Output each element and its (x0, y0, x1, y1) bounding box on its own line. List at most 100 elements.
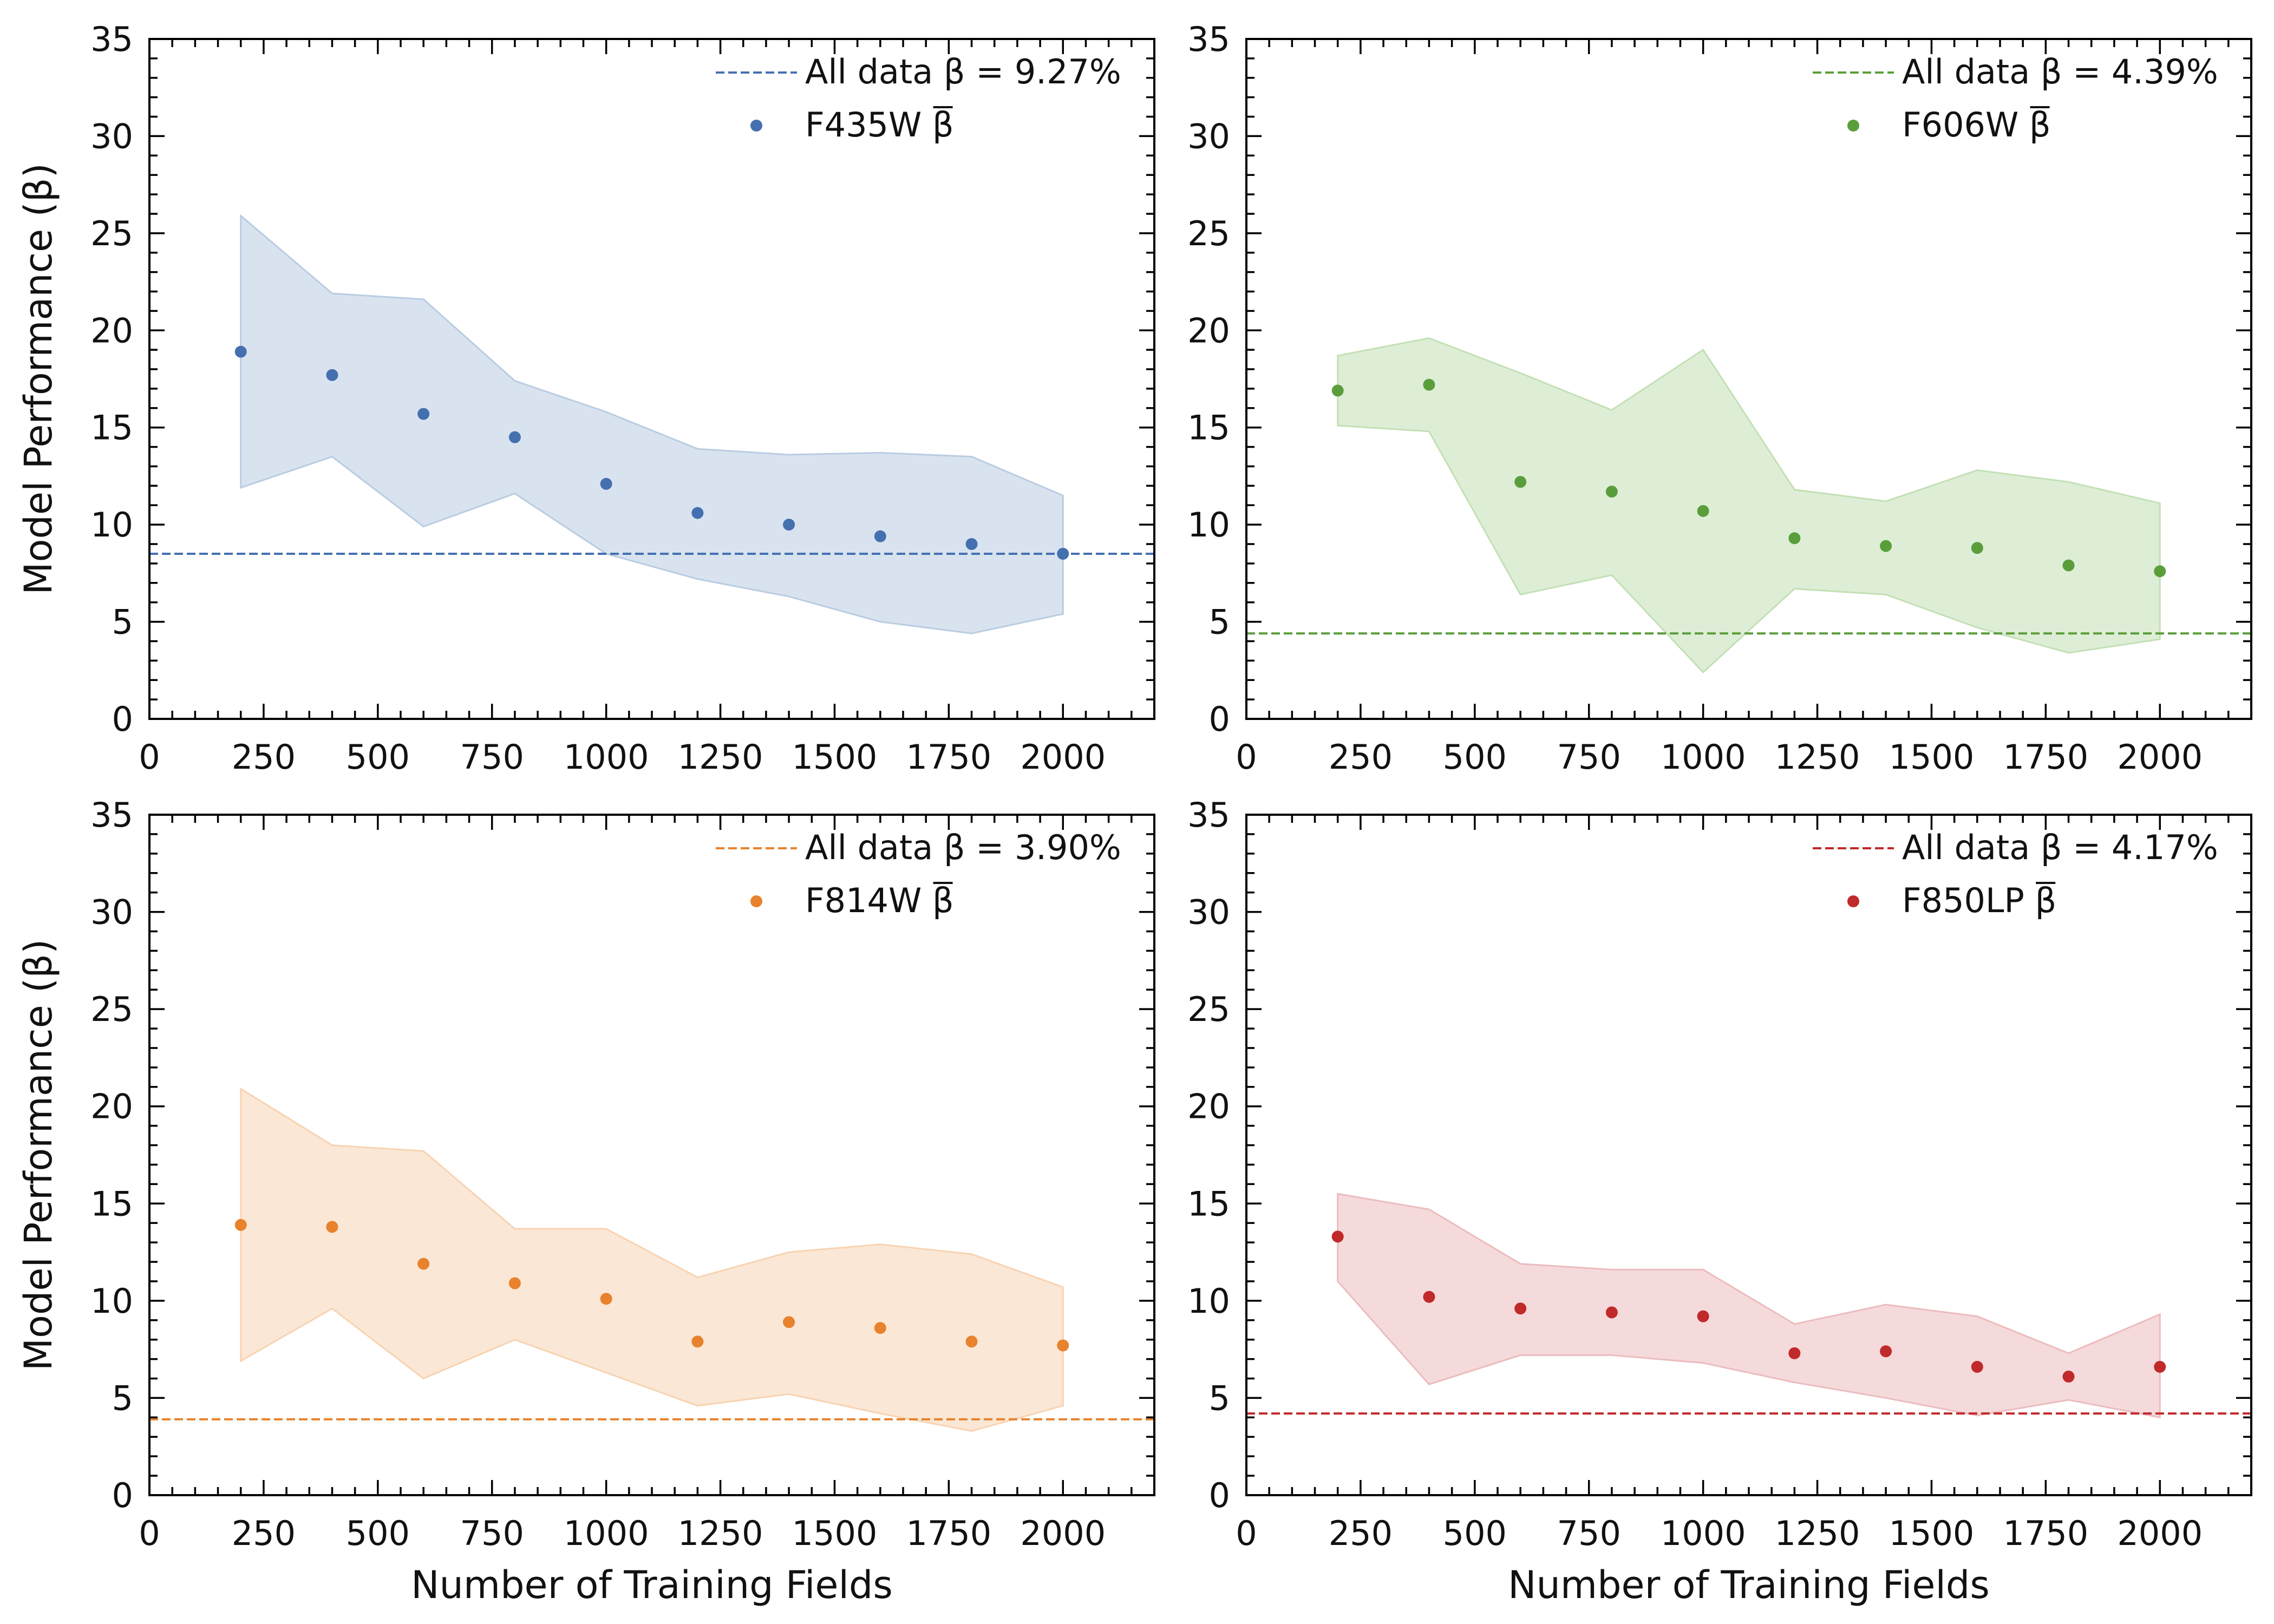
y-tick-label: 5 (112, 1378, 133, 1418)
y-tick-label: 20 (1187, 1087, 1230, 1127)
y-tick-label: 5 (1209, 1378, 1230, 1418)
beta-bar-symbol: β (932, 881, 954, 920)
x-tick-label: 0 (1236, 737, 1257, 777)
legend-marker-swatch (1847, 895, 1859, 907)
data-point (783, 519, 795, 531)
data-point (1880, 540, 1892, 552)
y-tick-label: 30 (90, 893, 133, 932)
y-tick-label: 25 (1187, 990, 1230, 1029)
data-point (874, 530, 886, 542)
data-point (691, 507, 704, 519)
data-point (1788, 1347, 1801, 1359)
data-point (874, 1322, 886, 1334)
y-tick-label: 0 (1209, 1476, 1230, 1515)
legend: All data β = 4.39% F606W β (1813, 52, 2218, 145)
data-point (783, 1316, 795, 1328)
beta-bar-symbol: β (2035, 881, 2057, 920)
y-tick-label: 25 (1187, 214, 1230, 253)
data-point (965, 1335, 978, 1348)
data-point (1971, 542, 1983, 554)
x-tick-label: 1500 (792, 737, 878, 777)
data-point (1605, 1306, 1618, 1319)
data-point (600, 477, 612, 490)
y-tick-label: 20 (1187, 311, 1230, 350)
range-band (1337, 337, 2161, 673)
data-point (965, 538, 978, 551)
y-tick-label: 10 (1187, 505, 1230, 545)
range-band (240, 214, 1064, 634)
x-tick-label: 0 (139, 737, 160, 777)
x-tick-label: 1750 (2003, 1514, 2088, 1553)
data-point (2154, 1360, 2166, 1373)
y-tick-label: 15 (1187, 408, 1230, 448)
y-tick-label: 0 (1209, 699, 1230, 739)
panel-f814w: 0 250 500 750 1000 1250 1500 1750 2000 0 5 10 15 20 25… (16, 795, 1155, 1607)
x-tick-label: 500 (1443, 1514, 1507, 1553)
x-tick-label: 1500 (1889, 737, 1975, 777)
data-point (1971, 1360, 1983, 1373)
x-tick-label: 1000 (1661, 737, 1746, 777)
data-point (234, 345, 247, 358)
x-tick-label: 1250 (1775, 737, 1860, 777)
y-tick-label: 5 (1209, 603, 1230, 642)
y-tick-label: 35 (1187, 795, 1230, 835)
data-point (417, 1258, 430, 1270)
y-tick-label: 35 (90, 795, 133, 835)
legend-marker-label: F814W β (805, 881, 954, 920)
legend-marker-label: F850LP β (1902, 881, 2056, 920)
x-tick-label: 1750 (906, 737, 991, 777)
y-tick-label: 35 (90, 19, 133, 59)
data-point (1057, 1339, 1069, 1352)
y-tick-label: 10 (90, 1281, 133, 1321)
y-tick-label: 25 (90, 214, 133, 253)
x-tick-label: 1250 (678, 737, 763, 777)
legend-line-label: All data β = 4.39% (1902, 52, 2218, 91)
plot-area (1246, 337, 2251, 673)
data-point (2154, 565, 2166, 578)
data-point (326, 369, 338, 381)
data-point (1331, 1230, 1344, 1243)
x-tick-label: 2000 (1020, 737, 1106, 777)
plot-area (149, 1087, 1154, 1432)
x-tick-label: 0 (139, 1514, 160, 1553)
x-tick-label: 1000 (564, 737, 649, 777)
x-tick-label: 250 (1329, 1514, 1393, 1553)
y-tick-label: 10 (1187, 1281, 1230, 1321)
beta-bar-symbol: β (2029, 105, 2051, 145)
x-tick-label: 750 (1557, 737, 1621, 777)
data-point (1605, 486, 1618, 498)
x-tick-label: 500 (1443, 737, 1507, 777)
y-tick-label: 10 (90, 505, 133, 545)
y-tick-label: 35 (1187, 19, 1230, 59)
x-tick-label: 750 (1557, 1514, 1621, 1553)
legend-line-label: All data β = 4.17% (1902, 828, 2218, 867)
plot-area (149, 214, 1154, 634)
data-point (2062, 559, 2075, 572)
y-axis-title: Model Performance (β) (16, 939, 61, 1371)
data-point (417, 408, 430, 420)
data-point (691, 1335, 704, 1348)
data-point (2062, 1370, 2075, 1383)
x-tick-label: 500 (346, 1514, 410, 1553)
x-tick-label: 1750 (906, 1514, 991, 1553)
y-tick-label: 15 (1187, 1184, 1230, 1223)
y-axis-title: Model Performance (β) (16, 163, 61, 595)
data-point (1880, 1345, 1892, 1358)
legend-marker-swatch (1847, 120, 1859, 132)
x-tick-label: 1500 (1889, 1514, 1975, 1553)
x-tick-label: 750 (460, 1514, 524, 1553)
beta-bar-symbol: β (932, 105, 954, 145)
y-tick-label: 0 (112, 1476, 133, 1515)
data-point (1423, 1291, 1435, 1303)
y-tick-label: 15 (90, 1184, 133, 1223)
legend: All data β = 3.90% F814W β (716, 828, 1121, 920)
x-tick-label: 2000 (1020, 1514, 1106, 1553)
x-tick-label: 2000 (2117, 1514, 2203, 1553)
data-point (326, 1221, 338, 1233)
legend-marker-swatch (750, 120, 762, 132)
y-tick-label: 30 (90, 116, 133, 156)
legend-line-label: All data β = 3.90% (805, 828, 1121, 867)
x-tick-label: 0 (1236, 1514, 1257, 1553)
x-axis-title: Number of Training Fields (411, 1563, 893, 1607)
legend: All data β = 4.17% F850LP β (1813, 828, 2218, 920)
